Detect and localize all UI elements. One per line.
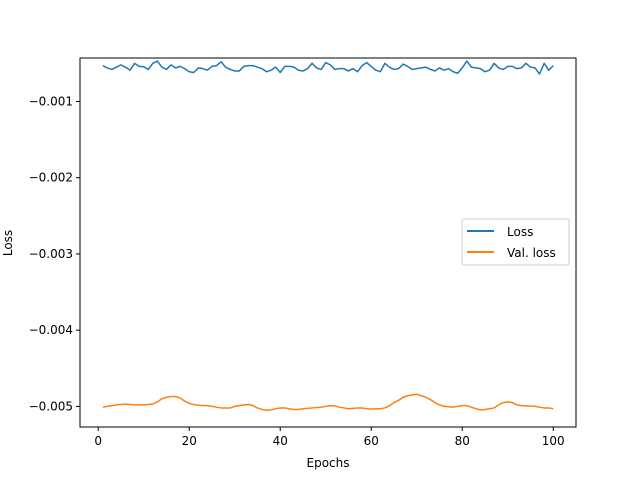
x-axis: 0 20 40 60 80 100: [94, 427, 565, 448]
y-axis: −0.005 −0.004 −0.003 −0.002 −0.001: [29, 94, 80, 413]
y-tick-label: −0.001: [29, 94, 73, 108]
x-tick-label: 40: [273, 434, 288, 448]
legend-label-val-loss: Val. loss: [507, 246, 556, 260]
x-tick-label: 100: [542, 434, 565, 448]
x-tick-label: 80: [455, 434, 470, 448]
series-line-val-loss: [102, 393, 554, 411]
legend-label-loss: Loss: [507, 225, 533, 239]
y-axis-label: Loss: [1, 230, 15, 256]
series-line-loss: [102, 60, 554, 75]
x-axis-label: Epochs: [307, 456, 350, 470]
plot-frame: [79, 57, 577, 428]
y-tick-label: −0.004: [29, 323, 73, 337]
y-tick-label: −0.005: [29, 399, 73, 413]
x-tick-label: 20: [182, 434, 197, 448]
y-tick-label: −0.003: [29, 247, 73, 261]
y-tick-label: −0.002: [29, 171, 73, 185]
series-layer: [102, 60, 554, 411]
x-tick-label: 60: [364, 434, 379, 448]
x-tick-label: 0: [94, 434, 102, 448]
legend: Loss Val. loss: [461, 218, 570, 266]
